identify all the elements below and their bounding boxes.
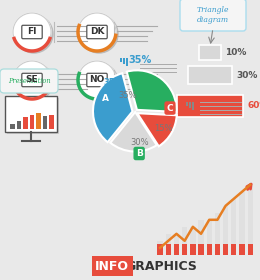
FancyBboxPatch shape bbox=[22, 25, 42, 39]
Bar bbox=[189, 102, 191, 108]
Bar bbox=[198, 220, 204, 255]
Bar bbox=[190, 227, 196, 255]
Circle shape bbox=[13, 13, 51, 51]
Bar bbox=[166, 244, 171, 255]
Bar bbox=[223, 244, 228, 255]
Text: NO: NO bbox=[89, 76, 105, 85]
Bar bbox=[126, 58, 128, 66]
Bar bbox=[174, 234, 179, 255]
Bar bbox=[158, 244, 163, 255]
Bar bbox=[231, 244, 236, 255]
Text: 35%: 35% bbox=[128, 55, 151, 65]
FancyBboxPatch shape bbox=[22, 73, 42, 87]
Bar bbox=[158, 241, 163, 255]
Bar bbox=[186, 102, 188, 106]
Polygon shape bbox=[177, 95, 243, 117]
Text: B: B bbox=[136, 149, 142, 158]
Bar bbox=[42, 116, 47, 129]
Text: INFO: INFO bbox=[95, 260, 129, 272]
Bar bbox=[192, 102, 194, 110]
Text: GRAPHICS: GRAPHICS bbox=[125, 260, 197, 272]
Bar bbox=[174, 244, 179, 255]
Bar bbox=[36, 113, 41, 129]
Circle shape bbox=[15, 63, 53, 101]
Circle shape bbox=[80, 15, 118, 53]
Bar bbox=[10, 124, 15, 129]
Wedge shape bbox=[127, 70, 177, 112]
Text: DK: DK bbox=[90, 27, 104, 36]
Bar bbox=[198, 244, 204, 255]
Text: Presentation: Presentation bbox=[8, 77, 50, 85]
Bar bbox=[29, 115, 34, 129]
Circle shape bbox=[78, 13, 116, 51]
Bar bbox=[231, 199, 236, 255]
Bar bbox=[120, 58, 122, 62]
Wedge shape bbox=[93, 73, 133, 142]
Bar bbox=[182, 227, 187, 255]
Text: Triangle
diagram: Triangle diagram bbox=[197, 6, 229, 24]
Circle shape bbox=[13, 61, 51, 99]
Bar bbox=[7, 98, 59, 134]
Bar bbox=[206, 244, 212, 255]
Text: 60%: 60% bbox=[247, 102, 260, 111]
FancyBboxPatch shape bbox=[180, 0, 246, 31]
Bar bbox=[182, 244, 187, 255]
FancyBboxPatch shape bbox=[0, 69, 58, 93]
Polygon shape bbox=[188, 66, 232, 84]
Bar bbox=[248, 185, 253, 255]
Text: 35%: 35% bbox=[119, 91, 137, 100]
Circle shape bbox=[80, 63, 118, 101]
Bar bbox=[16, 121, 21, 129]
Text: SE: SE bbox=[26, 76, 38, 85]
FancyBboxPatch shape bbox=[87, 25, 107, 39]
Text: FI: FI bbox=[27, 27, 37, 36]
Bar bbox=[239, 244, 245, 255]
Bar bbox=[206, 220, 212, 255]
Circle shape bbox=[78, 61, 116, 99]
Bar bbox=[248, 244, 253, 255]
Polygon shape bbox=[199, 45, 221, 60]
Bar bbox=[239, 192, 245, 255]
Bar bbox=[49, 115, 54, 129]
Bar bbox=[215, 244, 220, 255]
Text: C: C bbox=[167, 104, 173, 113]
Text: 10%: 10% bbox=[225, 48, 246, 57]
Bar bbox=[215, 213, 220, 255]
Bar bbox=[23, 117, 28, 129]
Bar bbox=[166, 234, 171, 255]
Wedge shape bbox=[110, 112, 157, 151]
Bar bbox=[123, 58, 125, 64]
Text: 35%: 35% bbox=[103, 78, 124, 87]
Bar bbox=[5, 96, 57, 132]
Bar bbox=[223, 206, 228, 255]
Text: 15%: 15% bbox=[154, 124, 172, 133]
Text: 30%: 30% bbox=[236, 71, 257, 80]
Wedge shape bbox=[137, 113, 177, 146]
Text: 30%: 30% bbox=[130, 138, 148, 147]
Text: A: A bbox=[102, 94, 109, 103]
Bar bbox=[190, 244, 196, 255]
FancyBboxPatch shape bbox=[87, 73, 107, 87]
Circle shape bbox=[15, 15, 53, 53]
